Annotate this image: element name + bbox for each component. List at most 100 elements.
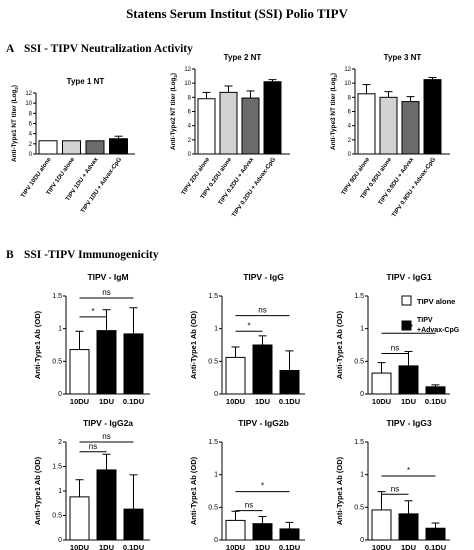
bar [85,140,105,155]
legend-label-line-2: +Advax-CpG [417,327,460,334]
bar [252,344,273,395]
y-axis-label: Anti-Type1 Ab (OD) [189,456,198,525]
significance-label: * [247,321,250,330]
y-tick-label: 1 [360,472,364,479]
y-tick-label: 0 [214,537,218,544]
chart-title: Type 3 NT [384,53,422,62]
y-tick-label: 8 [188,95,192,101]
y-tick-label: 0 [348,152,352,158]
y-tick-label: 1 [58,488,62,495]
x-tick-label: 0.1DU [425,397,446,406]
y-tick-label: 1 [360,326,364,333]
chart-title: TIPV - IgG1 [386,272,432,282]
bar [371,372,392,395]
legend-label-line-1: TIPV [417,317,433,324]
bar [401,101,420,155]
chart-title: Type 2 NT [224,53,262,62]
significance-label: ns [245,501,253,510]
x-tick-label: 0.1DU [123,397,144,406]
y-tick-label: 1.5 [354,439,364,446]
y-tick-label: 0 [214,391,218,398]
chart-title: Type 1 NT [67,77,105,86]
x-tick-label: 1DU [401,397,416,406]
bar [357,93,376,155]
chart-tipv-igg3: TIPV - IgG3 Anti-Type1 Ab (OD) 0 0.5 1 1.5 10D… [335,418,450,550]
chart-type-2-nt: Type 2 NT Anti-Type2 NT titer (Log2) 0 2 4 6 8… [170,53,290,219]
bar [225,519,246,541]
bar [123,508,144,541]
y-tick-label: 0 [360,537,364,544]
section-b-letter: B [6,249,14,261]
bar [398,513,419,541]
legend-swatch-tipv-advax-cpg [401,320,412,331]
x-tick-label: 10DU [70,397,89,406]
bar [279,369,300,395]
bar [241,97,260,155]
bar [263,81,282,155]
y-axis-label: Anti-Type1 Ab (OD) [33,310,42,379]
y-tick-label: 8 [348,95,352,101]
y-tick-label: 10 [344,81,351,87]
significance-label: ns [89,442,97,451]
y-tick-label: 12 [25,91,32,97]
x-tick-label: 10DU [226,543,245,550]
x-tick-label: 10DU [372,543,391,550]
y-tick-label: 2 [348,138,352,144]
x-tick-label: 10DU [70,543,89,550]
chart-type-3-nt: Type 3 NT Anti-Type3 NT titer (Log2) 0 2 4 6 8… [330,53,450,219]
significance-label: ns [102,288,110,297]
x-tick-label: 1DU [255,397,270,406]
chart-tipv-igg: TIPV - IgG Anti-Type1 Ab (OD) 0 0.5 1 1.5 10DU… [189,272,305,406]
bar [379,96,398,155]
y-tick-label: 0.5 [354,358,364,365]
y-tick-label: 10 [25,101,32,107]
chart-title: TIPV - IgG3 [386,418,432,428]
chart-legend: TIPV alone TIPV +Advax-CpG [401,295,460,334]
bar [197,98,216,155]
chart-title: TIPV - IgG [243,272,284,282]
y-tick-label: 1 [58,326,62,333]
y-tick-label: 4 [29,132,33,138]
bar [252,523,273,541]
x-tick-label: 1DU [401,543,416,550]
bar [38,140,58,155]
bar [425,527,446,541]
significance-label: ns [258,306,266,315]
significance-label: ns [391,484,399,493]
bar [62,140,81,155]
chart-title: TIPV - IgG2a [83,418,133,428]
y-tick-label: 0.5 [52,513,62,520]
charts-group: Type 1 NT Anti-Type1 NT titer (Log2) 0 2 4 6 8… [11,53,450,550]
legend-label-tipv-alone: TIPV alone [417,297,455,306]
bar [425,386,446,395]
figure-title: Statens Serum Institut (SSI) Polio TIPV [126,6,348,21]
bar [423,79,442,155]
y-tick-label: 1.5 [208,293,218,300]
y-tick-label: 12 [344,67,351,73]
x-tick-label: TIPV 0.2DU + Advax-CpG [231,156,277,218]
bar [69,349,90,395]
y-tick-label: 12 [184,67,191,73]
chart-tipv-igg1: TIPV - IgG1 Anti-Type1 Ab (OD) 0 0.5 1 1.5 10D… [335,272,450,406]
y-axis-label: Anti-Type1 Ab (OD) [33,456,42,525]
y-axis-label: Anti-Type1 Ab (OD) [189,310,198,379]
y-tick-label: 4 [348,124,352,130]
x-tick-label: TIPV 1DU + Advax-CpG [80,156,123,214]
x-tick-label: TIPV 0.9DU + Advax-CpG [391,156,437,218]
y-axis-label: Anti-Type1 Ab (OD) [335,456,344,525]
x-tick-label: 1DU [255,543,270,550]
chart-type-1-nt: Type 1 NT Anti-Type1 NT titer (Log2) 0 2 4 6 8… [11,77,135,214]
chart-tipv-igm: TIPV - IgM Anti-Type1 Ab (OD) 0 0.5 1 1.5 10DU… [33,272,150,406]
y-tick-label: 6 [188,110,192,116]
x-tick-label: 0.1DU [123,543,144,550]
y-tick-label: 0.5 [354,504,364,511]
bar [225,356,246,395]
x-tick-label: 0.1DU [279,397,300,406]
y-tick-label: 1.5 [52,293,62,300]
chart-tipv-igg2a: TIPV - IgG2a Anti-Type1 Ab (OD) 0 0.5 1 1.5 2 1… [33,418,150,550]
significance-label: ns [391,343,399,352]
y-tick-label: 0 [58,391,62,398]
bar [96,330,117,395]
bar [96,469,117,541]
